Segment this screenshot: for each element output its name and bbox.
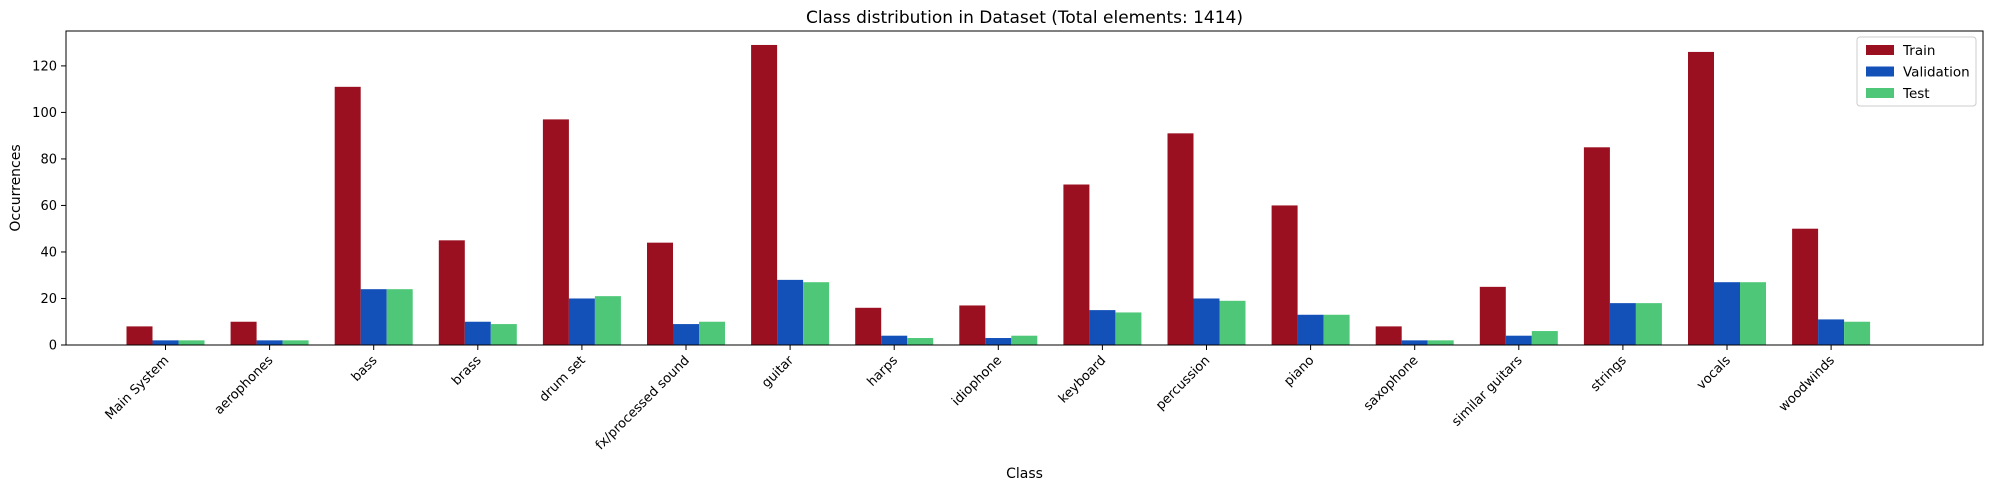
bar-validation-3 xyxy=(464,321,491,345)
bar-validation-14 xyxy=(1609,303,1636,345)
x-tick-label: brass xyxy=(449,353,485,389)
legend-swatch-train xyxy=(1866,45,1894,55)
y-axis: 0 20 40 60 80 100 120 xyxy=(32,59,66,354)
bar-validation-10 xyxy=(1193,298,1220,345)
bar-test-15 xyxy=(1740,282,1766,345)
x-tick-label: guitar xyxy=(759,353,797,391)
bar-train-2 xyxy=(334,86,361,345)
bar-validation-6 xyxy=(777,279,804,345)
bar-test-2 xyxy=(386,289,413,345)
bar-train-12 xyxy=(1375,326,1402,345)
y-tick-label: 40 xyxy=(40,245,57,260)
bar-train-5 xyxy=(647,242,673,345)
bar-test-7 xyxy=(907,338,934,345)
bar-validation-8 xyxy=(985,338,1012,345)
bar-test-14 xyxy=(1635,303,1662,345)
x-tick-label: Main System xyxy=(103,353,173,423)
bar-validation-7 xyxy=(881,335,908,345)
x-tick-label: aerophones xyxy=(212,353,277,418)
x-tick-label: keyboard xyxy=(1056,353,1109,406)
bar-test-8 xyxy=(1011,335,1038,345)
bar-test-10 xyxy=(1219,300,1246,345)
legend-swatch-validation xyxy=(1866,66,1894,77)
bar-validation-9 xyxy=(1089,310,1116,345)
y-tick-label: 80 xyxy=(40,152,57,167)
x-tick-label: idiophone xyxy=(949,353,1005,409)
bar-validation-13 xyxy=(1505,335,1532,345)
bar-train-16 xyxy=(1792,228,1819,345)
bar-test-0 xyxy=(178,340,205,345)
bar-test-12 xyxy=(1427,340,1454,345)
legend-label-train: Train xyxy=(1902,43,1935,59)
bar-train-13 xyxy=(1479,286,1506,345)
legend-label-test: Test xyxy=(1902,86,1930,102)
bar-validation-4 xyxy=(568,298,595,345)
y-tick-label: 100 xyxy=(32,106,57,121)
bar-test-11 xyxy=(1323,314,1350,345)
bar-test-13 xyxy=(1531,331,1558,345)
y-tick-label: 20 xyxy=(40,292,57,307)
chart-title: Class distribution in Dataset (Total ele… xyxy=(806,8,1243,28)
bar-train-10 xyxy=(1167,133,1194,345)
x-axis: Main System aerophones bass brass drum set fx… xyxy=(103,345,1838,453)
x-axis-label: Class xyxy=(1006,466,1043,482)
bar-validation-0 xyxy=(152,340,179,345)
bar-validation-11 xyxy=(1297,314,1324,345)
bar-train-8 xyxy=(959,305,986,345)
y-axis-label: Occurrences xyxy=(8,144,24,231)
bar-train-1 xyxy=(230,321,257,345)
bar-train-4 xyxy=(542,119,569,345)
bar-test-16 xyxy=(1844,321,1871,345)
bar-test-1 xyxy=(282,340,309,345)
bar-train-15 xyxy=(1688,51,1714,346)
plot-frame xyxy=(65,30,1984,346)
x-tick-label: strings xyxy=(1588,353,1630,395)
y-tick-label: 120 xyxy=(32,59,57,74)
bar-test-5 xyxy=(699,321,725,345)
bar-test-9 xyxy=(1115,312,1142,345)
bar-validation-12 xyxy=(1401,340,1428,345)
legend: Train Validation Test xyxy=(1856,36,1977,107)
bars-group xyxy=(126,44,1871,346)
bar-train-3 xyxy=(438,240,465,345)
bar-validation-16 xyxy=(1818,319,1845,345)
legend-swatch-test xyxy=(1866,88,1894,98)
bar-train-14 xyxy=(1583,147,1610,345)
x-tick-label: vocals xyxy=(1694,353,1734,393)
bar-test-3 xyxy=(490,324,517,345)
bar-test-6 xyxy=(803,282,830,345)
x-tick-label: piano xyxy=(1281,353,1317,389)
y-tick-label: 60 xyxy=(40,199,57,214)
x-tick-label: percussion xyxy=(1153,353,1213,413)
x-tick-label: harps xyxy=(865,353,902,390)
x-tick-label: drum set xyxy=(537,353,589,405)
bar-train-7 xyxy=(855,307,882,345)
y-tick-label: 0 xyxy=(49,339,57,354)
x-tick-label: similar guitars xyxy=(1449,353,1526,430)
bar-train-0 xyxy=(126,326,153,345)
legend-label-validation: Validation xyxy=(1903,65,1970,81)
x-tick-label: woodwinds xyxy=(1776,353,1838,415)
bar-validation-5 xyxy=(673,324,699,345)
x-tick-label: fx/processed sound xyxy=(593,353,693,453)
bar-train-9 xyxy=(1063,184,1090,345)
bar-validation-2 xyxy=(360,289,387,345)
bar-test-4 xyxy=(594,296,621,345)
x-tick-label: saxophone xyxy=(1361,353,1422,414)
bar-validation-15 xyxy=(1714,282,1740,345)
bar-train-11 xyxy=(1271,205,1298,345)
bar-train-6 xyxy=(751,44,778,346)
bar-validation-1 xyxy=(256,340,283,345)
x-tick-label: bass xyxy=(349,353,381,385)
